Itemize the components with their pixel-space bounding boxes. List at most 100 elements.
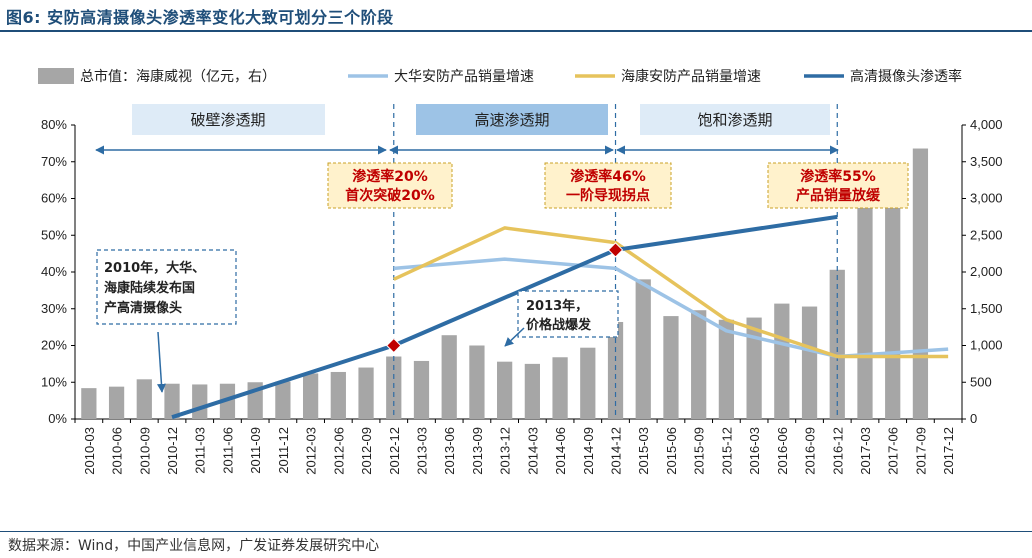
- legend-label-bar: 总市值：海康威视（亿元，右）: [80, 68, 276, 85]
- phase-label-saturation: 饱和渗透期: [697, 111, 772, 129]
- right-axis-tick-label: 3,500: [970, 154, 1003, 169]
- right-axis-tick-label: 1,000: [970, 338, 1003, 353]
- market-cap-bar: [552, 357, 568, 419]
- annotation-2010-line1: 2010年，大华、: [104, 260, 205, 276]
- annotation-2013-arrow: [504, 327, 525, 347]
- market-cap-bar: [441, 335, 457, 419]
- annotation-2013-line2: 价格战爆发: [526, 317, 592, 333]
- phase-box-saturation: [640, 104, 830, 135]
- x-axis-tick-label: 2011-09: [248, 427, 263, 474]
- annotation-2010-line2: 海康陆续发布国: [104, 280, 195, 296]
- market-cap-bar: [912, 148, 929, 419]
- x-axis-tick-label: 2014-06: [553, 427, 568, 475]
- right-axis-tick-label: 2,000: [970, 264, 1003, 279]
- x-axis-tick-label: 2013-12: [498, 427, 513, 475]
- left-axis-tick-label: 50%: [41, 227, 67, 242]
- legend-label-dahua: 大华安防产品销量增速: [394, 69, 534, 85]
- market-cap-bar: [691, 310, 707, 419]
- x-axis-tick-label: 2016-12: [830, 427, 845, 475]
- market-cap-bar: [275, 381, 291, 419]
- x-axis-tick-label: 2015-03: [636, 427, 651, 475]
- right-axis-tick-label: 4,000: [970, 117, 1003, 132]
- x-axis-tick-label: 2014-12: [609, 427, 624, 475]
- legend-label-penetration: 高清摄像头渗透率: [850, 68, 962, 85]
- market-cap-bar: [302, 373, 319, 419]
- phase-box-high-speed: [416, 104, 608, 135]
- phase-label-breakthrough: 破壁渗透期: [190, 111, 265, 129]
- left-axis-tick-label: 80%: [41, 117, 67, 132]
- source-divider: [0, 531, 1032, 532]
- market-cap-bar: [718, 319, 735, 419]
- source-note: 数据来源：Wind，中国产业信息网，广发证券发展研究中心: [8, 538, 380, 554]
- x-axis-tick-label: 2012-12: [387, 427, 402, 475]
- x-axis-tick-label: 2013-03: [414, 427, 429, 475]
- left-axis-tick-label: 30%: [41, 301, 67, 316]
- x-axis-tick-label: 2012-06: [331, 427, 346, 475]
- annotation-box-46pct: [544, 162, 672, 209]
- market-cap-bar: [164, 383, 180, 419]
- left-axis-tick-label: 70%: [41, 154, 67, 169]
- annotation-55pct-line2: 产品销量放缓: [796, 187, 881, 204]
- x-axis-tick-label: 2015-12: [719, 427, 734, 475]
- x-axis-tick-label: 2015-06: [664, 427, 679, 475]
- annotation-20pct-line1: 渗透率20%: [352, 168, 428, 185]
- market-cap-bar: [136, 379, 152, 419]
- legend-swatch-bar: [38, 68, 74, 84]
- x-axis-tick-label: 2016-03: [747, 427, 762, 475]
- market-cap-bar: [524, 363, 540, 419]
- left-axis-tick-label: 20%: [41, 338, 67, 353]
- x-axis-tick-label: 2012-09: [359, 427, 374, 475]
- market-cap-bar: [469, 345, 485, 419]
- x-axis-tick-label: 2010-12: [165, 427, 180, 475]
- annotation-box-2013: [517, 290, 619, 338]
- annotation-box-2010: [96, 249, 237, 325]
- market-cap-bar: [192, 384, 208, 419]
- x-axis-tick-label: 2017-09: [913, 427, 928, 475]
- penetration-marker: [607, 242, 624, 258]
- right-axis-tick-label: 3,000: [970, 191, 1003, 206]
- market-cap-bar: [358, 367, 374, 419]
- legend-label-hik: 海康安防产品销量增速: [621, 68, 761, 85]
- x-axis-tick-label: 2013-09: [470, 427, 485, 475]
- x-axis-tick-label: 2010-03: [82, 427, 97, 475]
- penetration-line: [171, 214, 838, 420]
- x-axis-tick-label: 2016-06: [775, 427, 790, 475]
- annotation-2013-line1: 2013年，: [526, 298, 588, 314]
- market-cap-bar: [108, 386, 125, 419]
- hik-growth-line: [393, 226, 949, 359]
- x-axis-tick-label: 2010-09: [137, 427, 152, 475]
- right-axis-tick-label: 0: [970, 411, 977, 426]
- x-axis-tick-label: 2017-12: [941, 427, 956, 475]
- market-cap-bar: [413, 360, 430, 419]
- market-cap-bar: [635, 279, 651, 419]
- x-axis-tick-label: 2011-03: [193, 427, 208, 474]
- left-axis-tick-label: 60%: [41, 191, 67, 206]
- phase-label-high-speed: 高速渗透期: [474, 111, 549, 129]
- chart-svg: 总市值：海康威视（亿元，右） 大华安防产品销量增速 海康安防产品销量增速 高清摄…: [38, 68, 1003, 475]
- x-axis-tick-label: 2014-09: [581, 427, 596, 475]
- x-axis-tick-label: 2013-06: [442, 427, 457, 475]
- market-cap-bar: [663, 316, 679, 419]
- left-axis-tick-label: 0%: [48, 411, 67, 426]
- figure-title: 图6: 安防高清摄像头渗透率变化大致可划分三个阶段: [6, 8, 394, 27]
- annotation-55pct-line1: 渗透率55%: [800, 168, 876, 185]
- market-cap-bar: [774, 303, 790, 419]
- market-cap-bar: [607, 321, 624, 419]
- right-axis-tick-label: 2,500: [970, 227, 1003, 242]
- x-axis-tick-label: 2015-09: [692, 427, 707, 475]
- annotation-box-55pct: [767, 162, 909, 209]
- x-axis-tick-label: 2016-09: [803, 427, 818, 475]
- market-cap-bar: [885, 197, 901, 419]
- market-cap-bar: [580, 347, 596, 419]
- x-axis-tick-label: 2010-06: [110, 427, 125, 475]
- market-cap-bar: [330, 371, 346, 419]
- right-axis-tick-label: 500: [970, 374, 992, 389]
- market-cap-bar: [81, 388, 97, 419]
- x-axis-tick-label: 2011-06: [220, 427, 235, 474]
- annotation-2010-line3: 产高清摄像头: [104, 300, 182, 316]
- annotation-46pct-line2: 一阶导现拐点: [566, 187, 650, 204]
- phase-box-breakthrough: [132, 104, 325, 135]
- penetration-marker: [386, 337, 402, 354]
- market-cap-bar: [219, 383, 236, 419]
- x-axis-tick-label: 2017-06: [886, 427, 901, 475]
